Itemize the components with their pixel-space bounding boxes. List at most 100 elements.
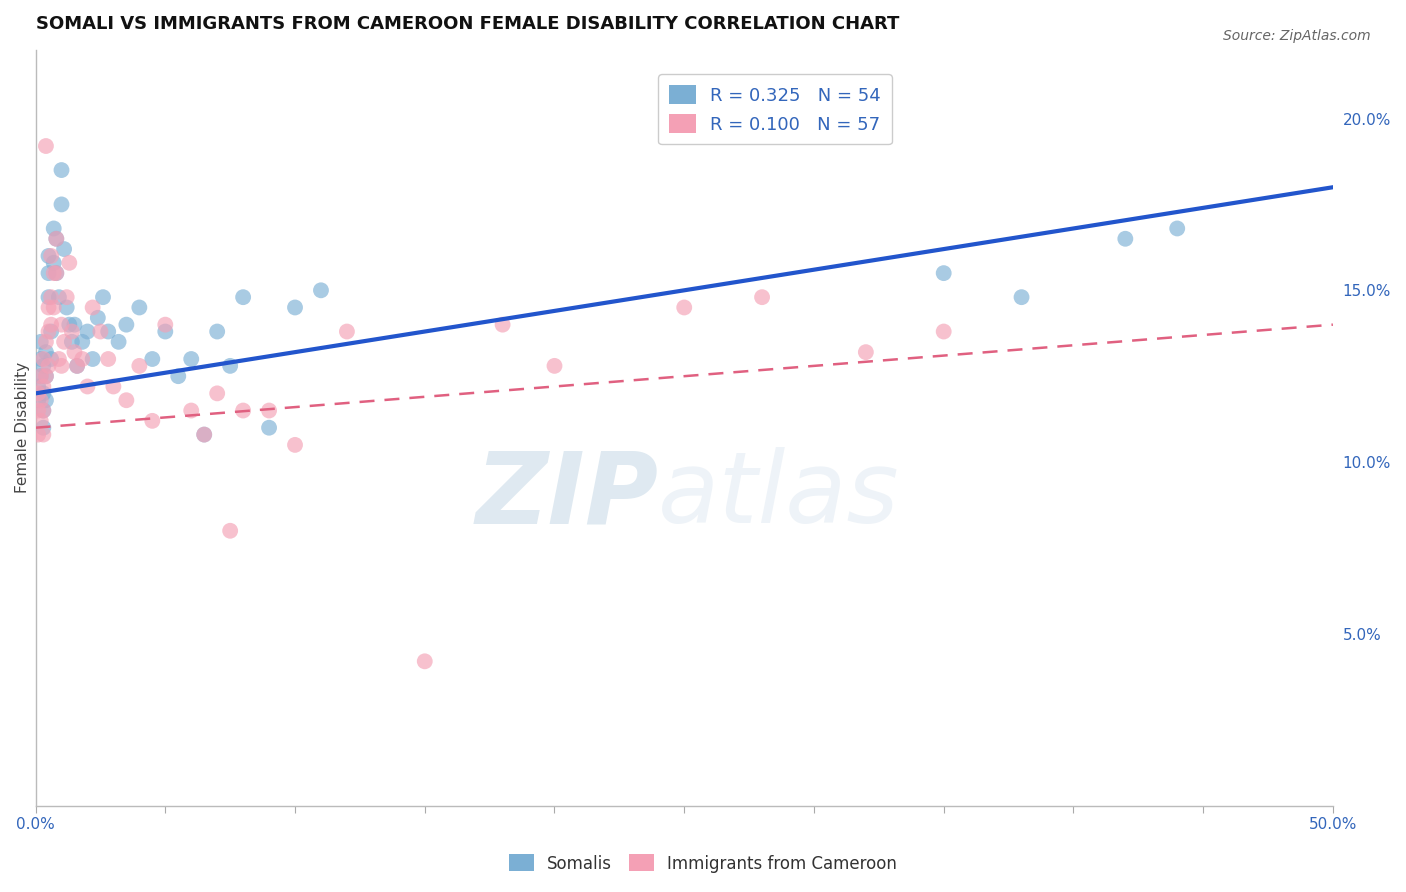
Text: ZIP: ZIP xyxy=(475,447,658,544)
Point xyxy=(39,325,62,339)
Point xyxy=(35,139,58,153)
Point xyxy=(155,325,177,339)
Text: SOMALI VS IMMIGRANTS FROM CAMEROON FEMALE DISABILITY CORRELATION CHART: SOMALI VS IMMIGRANTS FROM CAMEROON FEMAL… xyxy=(35,15,898,33)
Point xyxy=(55,290,77,304)
Point xyxy=(413,654,436,668)
Point xyxy=(87,310,110,325)
Point xyxy=(219,359,242,373)
Point xyxy=(32,386,55,401)
Point xyxy=(89,325,111,339)
Point xyxy=(51,163,73,178)
Point xyxy=(42,301,65,315)
Point xyxy=(60,325,83,339)
Legend: Somalis, Immigrants from Cameroon: Somalis, Immigrants from Cameroon xyxy=(502,847,904,880)
Point xyxy=(205,325,228,339)
Point xyxy=(257,420,280,434)
Point xyxy=(42,221,65,235)
Point xyxy=(42,266,65,280)
Point xyxy=(48,290,70,304)
Point xyxy=(35,334,58,349)
Point xyxy=(51,197,73,211)
Point xyxy=(45,232,67,246)
Point xyxy=(180,351,202,366)
Point xyxy=(97,351,120,366)
Point xyxy=(193,427,215,442)
Point xyxy=(257,403,280,417)
Point xyxy=(673,301,696,315)
Point xyxy=(39,318,62,332)
Point xyxy=(543,359,565,373)
Point xyxy=(39,249,62,263)
Point xyxy=(30,414,52,428)
Point xyxy=(45,266,67,280)
Point xyxy=(63,318,86,332)
Point xyxy=(128,301,150,315)
Point xyxy=(35,369,58,384)
Point xyxy=(53,242,76,256)
Point xyxy=(32,359,55,373)
Point xyxy=(58,318,80,332)
Point xyxy=(97,325,120,339)
Point xyxy=(193,427,215,442)
Point xyxy=(48,351,70,366)
Legend: R = 0.325   N = 54, R = 0.100   N = 57: R = 0.325 N = 54, R = 0.100 N = 57 xyxy=(658,74,891,145)
Point xyxy=(219,524,242,538)
Point xyxy=(53,334,76,349)
Point xyxy=(32,403,55,417)
Point xyxy=(27,393,49,408)
Point xyxy=(751,290,773,304)
Point xyxy=(128,359,150,373)
Point xyxy=(30,334,52,349)
Point xyxy=(232,290,254,304)
Point xyxy=(38,266,60,280)
Point xyxy=(27,379,49,393)
Point xyxy=(107,334,129,349)
Point xyxy=(35,369,58,384)
Point xyxy=(82,351,104,366)
Point xyxy=(1011,290,1033,304)
Point xyxy=(155,318,177,332)
Point xyxy=(39,351,62,366)
Point xyxy=(32,403,55,417)
Point xyxy=(35,393,58,408)
Point xyxy=(103,379,125,393)
Point xyxy=(38,359,60,373)
Point xyxy=(32,420,55,434)
Point xyxy=(27,386,49,401)
Point xyxy=(63,345,86,359)
Point xyxy=(932,266,955,280)
Point xyxy=(336,325,359,339)
Point xyxy=(38,249,60,263)
Point xyxy=(115,393,138,408)
Point xyxy=(39,290,62,304)
Point xyxy=(45,232,67,246)
Point xyxy=(1114,232,1136,246)
Point xyxy=(82,301,104,315)
Point xyxy=(42,256,65,270)
Point xyxy=(55,301,77,315)
Text: Source: ZipAtlas.com: Source: ZipAtlas.com xyxy=(1223,29,1371,43)
Point xyxy=(51,359,73,373)
Point xyxy=(855,345,877,359)
Point xyxy=(45,266,67,280)
Text: atlas: atlas xyxy=(658,447,900,544)
Y-axis label: Female Disability: Female Disability xyxy=(15,362,30,493)
Point xyxy=(141,414,163,428)
Point xyxy=(76,325,98,339)
Point xyxy=(27,427,49,442)
Point xyxy=(27,403,49,417)
Point xyxy=(38,301,60,315)
Point xyxy=(30,369,52,384)
Point xyxy=(30,351,52,366)
Point xyxy=(932,325,955,339)
Point xyxy=(30,393,52,408)
Point xyxy=(38,290,60,304)
Point xyxy=(309,283,332,297)
Point xyxy=(32,379,55,393)
Point xyxy=(60,334,83,349)
Point xyxy=(491,318,513,332)
Point xyxy=(141,351,163,366)
Point xyxy=(30,369,52,384)
Point xyxy=(180,403,202,417)
Point xyxy=(76,379,98,393)
